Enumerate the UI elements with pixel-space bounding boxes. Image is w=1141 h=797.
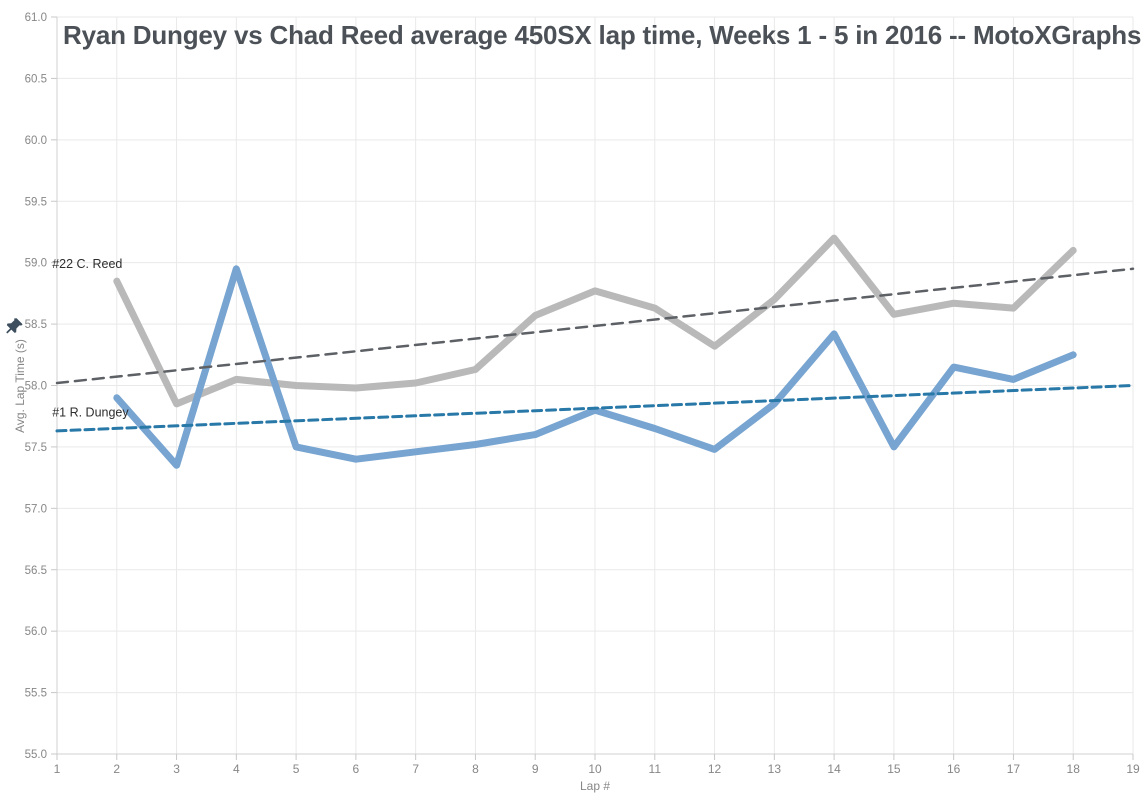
y-tick-label: 59.5	[25, 196, 47, 208]
x-tick-label: 8	[472, 762, 479, 776]
y-tick-label: 55.5	[25, 688, 47, 700]
x-tick-label: 9	[532, 762, 539, 776]
series--1-r-dungey[interactable]	[113, 265, 1077, 469]
x-tick-label: 4	[233, 762, 240, 776]
y-tick-label: 57.5	[25, 442, 47, 454]
y-tick-label: 61.0	[25, 12, 47, 24]
y-tick-label: 57.0	[25, 503, 47, 515]
x-axis-title: Lap #	[579, 779, 611, 793]
x-tick-label: 7	[412, 762, 419, 776]
y-tick-label: 56.0	[25, 626, 47, 638]
x-tick-label: 16	[947, 762, 961, 776]
series--1-r-dungey-trend[interactable]	[55, 384, 1135, 433]
x-tick-label: 5	[293, 762, 300, 776]
x-tick-label: 12	[708, 762, 722, 776]
x-tick-label: 10	[588, 762, 602, 776]
x-tick-label: 18	[1067, 762, 1081, 776]
series-annotation: #1 R. Dungey	[52, 406, 129, 420]
series--22-c-reed-trend[interactable]	[55, 267, 1135, 385]
x-tick-label: 19	[1126, 762, 1140, 776]
x-tick-label: 6	[353, 762, 360, 776]
y-tick-label: 55.0	[25, 749, 47, 761]
y-tick-label: 60.5	[25, 73, 47, 85]
x-tick-label: 14	[827, 762, 841, 776]
chart-title: Ryan Dungey vs Chad Reed average 450SX l…	[63, 20, 1141, 50]
y-tick-label: 59.0	[25, 258, 47, 270]
x-tick-label: 11	[649, 762, 662, 776]
x-tick-label: 17	[1007, 762, 1021, 776]
x-tick-label: 2	[113, 762, 120, 776]
pin-icon[interactable]	[5, 317, 24, 336]
x-tick-label: 13	[768, 762, 782, 776]
x-tick-label: 3	[173, 762, 180, 776]
x-tick-label: 15	[887, 762, 901, 776]
y-tick-label: 60.0	[25, 135, 47, 147]
y-tick-label: 56.5	[25, 565, 47, 577]
y-tick-label: 58.0	[25, 381, 47, 393]
y-tick-label: 58.5	[25, 319, 47, 331]
series-annotation: #22 C. Reed	[52, 257, 122, 271]
y-axis-title: Avg. Lap Time (s)	[13, 339, 27, 433]
x-tick-label: 1	[54, 762, 61, 776]
